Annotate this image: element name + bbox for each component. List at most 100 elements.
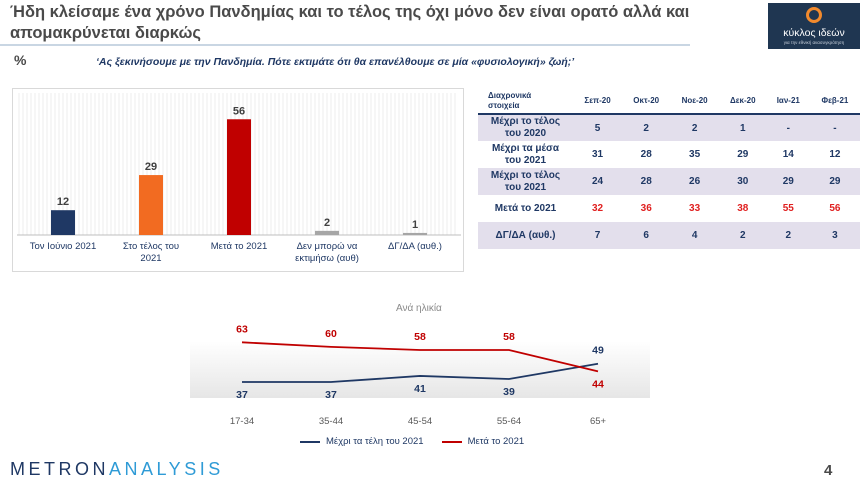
line-legend: Μέχρι τα τέλη του 2021 Μετά το 2021	[300, 436, 524, 447]
table-cell: 6	[622, 222, 671, 249]
line-value-2-4: 58	[503, 331, 515, 343]
table-col-header-1: Σεπ-20	[573, 88, 623, 115]
title-divider	[0, 44, 690, 46]
line-x-label-4: 55-64	[497, 416, 521, 427]
legend-item-series-1: Μέχρι τα τέλη του 2021	[300, 436, 424, 447]
line-value-1-2: 37	[325, 389, 337, 401]
bar-label-4: Δεν μπορώ να εκτιμήσω (αυθ)	[295, 241, 359, 264]
table-row: Μέχρι τα μέσα του 2021 31 28 35 29 14 12	[478, 141, 860, 168]
bar-1	[51, 210, 75, 235]
table-cell: 7	[573, 222, 623, 249]
table-cell: 3	[809, 222, 860, 249]
legend-swatch-series-2	[441, 440, 462, 443]
bar-label-5: ΔΓ/ΔΑ (αυθ.)	[388, 241, 442, 252]
table-cell: 4	[670, 222, 719, 249]
table-row-label: Μέχρι τα μέσα του 2021	[491, 142, 560, 166]
table-cell: 29	[809, 168, 860, 195]
table-corner-label: Διαχρονικά στοιχεία	[478, 88, 573, 115]
line-value-1-3: 41	[414, 383, 426, 395]
line-value-2-3: 58	[414, 331, 426, 343]
table-col-header-6: Φεβ-21	[809, 88, 860, 115]
table-row-label: Μέχρι το τέλος του 2021	[478, 168, 573, 195]
bar-label-1: Τον Ιούνιο 2021	[30, 241, 96, 252]
table-cell: 55	[782, 203, 794, 214]
kyklos-ideon-logo: κύκλος ιδεών για την εθνική ανασυγκρότησ…	[768, 3, 860, 49]
line-value-1-1: 37	[236, 389, 248, 401]
table-cell: 2	[670, 114, 719, 141]
page-number: 4	[824, 462, 833, 479]
legend-label-series-2: Μετά το 2021	[467, 436, 525, 447]
table-cell: 2	[622, 114, 671, 141]
table-cell: 1	[718, 114, 767, 141]
bar-5	[403, 232, 427, 235]
trend-table: Διαχρονικά στοιχεία Σεπ-20 Οκτ-20 Νοε-20 Δεκ-…	[478, 88, 860, 249]
page-title: Ήδη κλείσαμε ένα χρόνο Πανδημίας και το …	[10, 3, 690, 42]
bar-value-3: 56	[233, 105, 245, 117]
table-row-label: Μέχρι το τέλος του 2020	[478, 114, 573, 141]
table-row: Μετά το 2021 32 36 33 38 55 56	[478, 195, 860, 222]
table-cell: 56	[829, 203, 841, 214]
line-value-2-1: 63	[236, 323, 248, 335]
bar-4	[315, 230, 339, 235]
table-cell: 29	[766, 168, 810, 195]
bar-3	[227, 119, 251, 235]
percent-symbol: %	[14, 52, 27, 68]
line-x-label-1: 17-34	[230, 416, 254, 427]
table-cell: 2	[718, 222, 767, 249]
line-chart: 37 37 41 39 49 63 60 58 58 44 17-34 35-44 45-54 55-64…	[190, 296, 650, 456]
table-cell: 24	[573, 168, 623, 195]
bar-value-5: 1	[412, 219, 418, 231]
bar-label-2: Στο τέλος του 2021	[123, 241, 179, 264]
line-x-label-5: 65+	[590, 416, 607, 427]
table-col-header-2: Οκτ-20	[622, 88, 671, 115]
line-chart-svg: 37 37 41 39 49 63 60 58 58 44 17-34 35-44 45-54 55-64…	[190, 323, 650, 427]
table-cell: 28	[622, 168, 671, 195]
legend-label-series-1: Μέχρι τα τέλη του 2021	[326, 436, 424, 447]
table-cell: 30	[718, 168, 767, 195]
logo-name: κύκλος ιδεών	[783, 27, 845, 39]
survey-question: ‘Ας ξεκινήσουμε με την Πανδημία. Πότε εκ…	[96, 56, 575, 68]
legend-item-series-2: Μετά το 2021	[441, 436, 525, 447]
table-row-label: Μετά το 2021	[494, 202, 557, 214]
bar-value-1: 12	[57, 196, 69, 208]
line-x-label-3: 45-54	[408, 416, 432, 427]
table-cell: 38	[737, 203, 749, 214]
line-chart-title: Ανά ηλικία	[396, 303, 442, 314]
table-cell: -	[809, 114, 860, 141]
line-value-2-2: 60	[325, 328, 337, 340]
brand-analysis: ANALYSIS	[109, 459, 224, 479]
table-cell: 12	[829, 149, 841, 160]
table-cell: 36	[640, 203, 652, 214]
table-cell: 2	[766, 222, 810, 249]
table-cell: -	[766, 114, 810, 141]
line-value-2-5: 44	[592, 378, 604, 390]
table-row: Μέχρι το τέλος του 2020 5 2 2 1- -	[478, 114, 860, 141]
legend-swatch-series-1	[300, 440, 320, 443]
line-x-label-2: 35-44	[319, 416, 343, 427]
table-row: Μέχρι το τέλος του 2021 24 28 26 30 29 29	[478, 168, 860, 195]
table-cell: 31	[591, 149, 604, 160]
line-value-1-5: 49	[592, 345, 604, 357]
table-row: ΔΓ/ΔΑ (αυθ.) 7 6 4 2 2 3	[478, 222, 860, 249]
bar-label-3: Μετά το 2021	[211, 241, 268, 252]
line-value-1-4: 39	[503, 386, 515, 398]
table-row-label: ΔΓ/ΔΑ (αυθ.)	[478, 222, 573, 249]
logo-tagline: για την εθνική ανασυγκρότηση	[783, 40, 845, 45]
metron-analysis-brand: METRONANALYSIS	[10, 459, 224, 480]
table-cell: 35	[689, 149, 701, 160]
table-col-header-4: Δεκ-20	[718, 88, 767, 115]
bar-value-4: 2	[324, 217, 330, 229]
table-cell: 5	[573, 114, 623, 141]
table-cell: 32	[591, 203, 604, 214]
line-series-1	[242, 362, 599, 383]
table-cell: 28	[640, 149, 652, 160]
bar-chart: 12 Τον Ιούνιο 2021 29 Στο τέλος του 2021 56 Με…	[12, 88, 464, 272]
table-cell: 26	[670, 168, 719, 195]
logo-ring-icon	[806, 7, 822, 23]
table-cell: 29	[737, 149, 749, 160]
table-cell: 14	[782, 149, 794, 160]
brand-metron: METRON	[10, 459, 109, 479]
bar-2	[139, 175, 163, 235]
table-col-header-5: Ιαν-21	[766, 88, 810, 115]
